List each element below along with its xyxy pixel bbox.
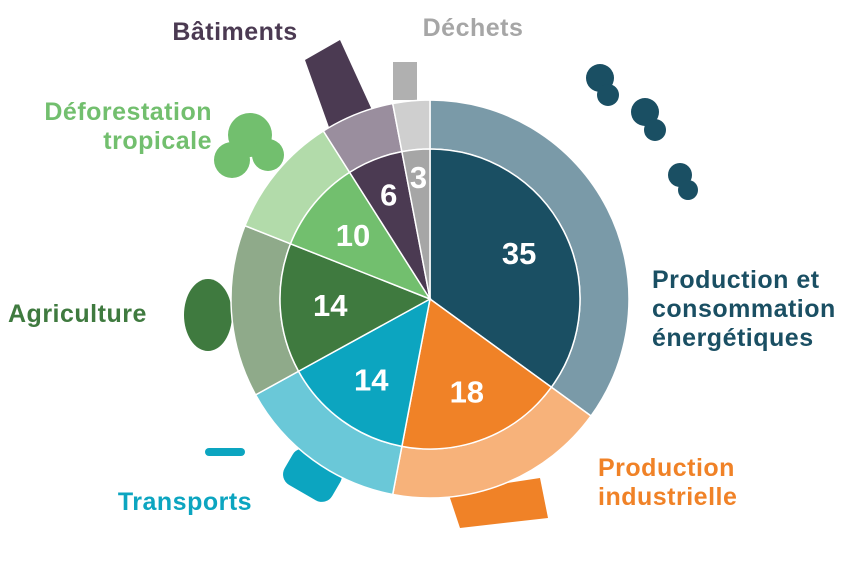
value-label: 35 — [502, 236, 536, 271]
category-label: Transports — [117, 488, 253, 516]
building-icon — [305, 40, 372, 130]
value-label: 3 — [410, 160, 427, 195]
pie-slice — [401, 148, 431, 300]
category-label: Production industrielle — [598, 454, 738, 511]
value-label: 6 — [380, 177, 397, 212]
tree-icon — [214, 113, 284, 178]
pie-slice — [279, 242, 432, 373]
factory-icon — [586, 64, 698, 200]
category-label: Production et consommation énergétiques — [652, 266, 836, 352]
value-label: 14 — [313, 288, 348, 323]
category-label: Bâtiments — [172, 18, 298, 46]
value-label: 10 — [336, 218, 370, 253]
value-label: 18 — [450, 374, 484, 409]
pie-slice — [401, 297, 553, 450]
pie-slice — [297, 297, 432, 448]
bin-icon — [393, 62, 417, 100]
pie-slice — [289, 171, 432, 301]
category-label: Déforestation tropicale — [44, 98, 212, 155]
value-label: 14 — [354, 362, 389, 397]
category-label: Agriculture — [8, 300, 147, 328]
pie-slice — [429, 148, 581, 389]
category-label: Déchets — [422, 14, 524, 42]
cow-icon — [184, 279, 232, 351]
